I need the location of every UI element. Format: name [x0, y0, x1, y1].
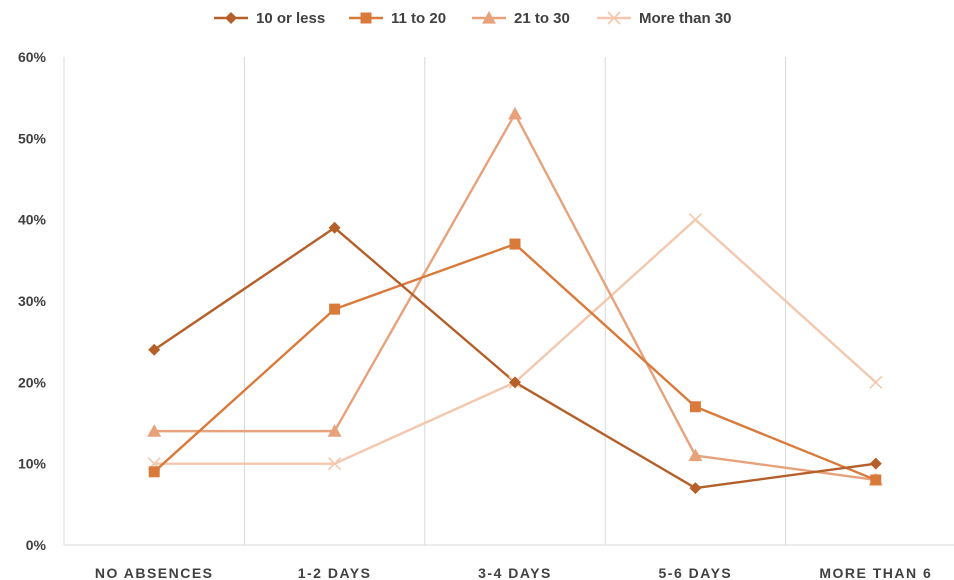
legend-item: 10 or less	[214, 10, 325, 27]
data-point	[869, 375, 883, 389]
data-point	[509, 238, 521, 250]
legend-label: 11 to 20	[391, 10, 446, 27]
legend-marker	[482, 11, 496, 24]
data-point	[329, 303, 341, 315]
series-line-3	[154, 218, 877, 465]
data-point	[148, 343, 161, 356]
data-point	[328, 221, 341, 234]
legend-marker	[607, 11, 621, 25]
x-tick-label: 3-4 DAYS	[478, 565, 552, 580]
x-tick-label: 5-6 DAYS	[659, 565, 733, 580]
data-point	[147, 424, 162, 437]
x-tick-label: 1-2 DAYS	[298, 565, 372, 580]
legend-marker	[360, 12, 372, 24]
legend-label: More than 30	[639, 10, 732, 27]
series-line-0	[153, 226, 876, 490]
legend-label: 10 or less	[256, 10, 325, 27]
data-point	[689, 482, 702, 495]
data-point	[148, 466, 160, 478]
data-point	[870, 474, 882, 486]
legend-item: 11 to 20	[349, 10, 446, 27]
y-tick-label: 60%	[18, 49, 47, 65]
axis: 0% 10% 20% 30% 40% 50% 60% NO ABSENCES 1-2 DAYS 3…	[18, 49, 954, 580]
series-line-1	[153, 242, 877, 482]
x-tick-label: NO ABSENCES	[95, 565, 214, 580]
y-tick-label: 50%	[18, 130, 47, 146]
data-point	[688, 213, 702, 227]
series-line-2	[154, 112, 876, 482]
data-point	[508, 106, 522, 120]
y-tick-label: 0%	[26, 537, 47, 553]
legend-label: 21 to 30	[514, 10, 570, 27]
x-tick-label: MORE THAN 6	[819, 565, 932, 580]
data-point	[328, 457, 342, 471]
y-tick-label: 30%	[18, 293, 47, 309]
series-lines	[153, 112, 877, 490]
y-tick-label: 10%	[18, 456, 47, 472]
data-point	[688, 448, 703, 462]
legend: 10 or less 11 to 20 21 to 30 More than 30	[214, 10, 732, 27]
data-point	[689, 401, 701, 413]
gridlines	[243, 57, 787, 545]
legend-item: More than 30	[597, 10, 732, 27]
data-point	[327, 424, 342, 437]
legend-marker	[225, 12, 237, 24]
y-tick-label: 40%	[18, 212, 47, 228]
data-point	[869, 457, 882, 470]
legend-item: 21 to 30	[472, 10, 570, 27]
y-tick-label: 20%	[18, 374, 47, 390]
series-markers	[147, 106, 883, 495]
data-point	[509, 376, 521, 389]
